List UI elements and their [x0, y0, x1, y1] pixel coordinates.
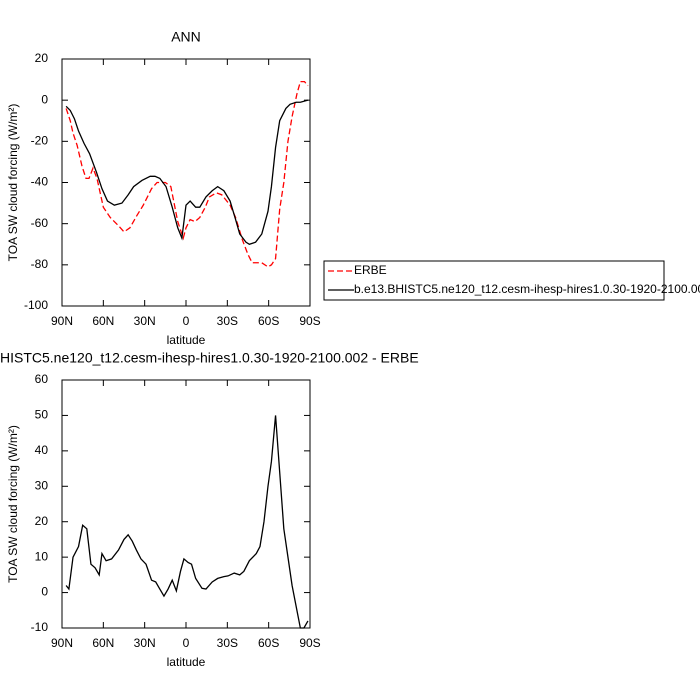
x-axis-label: latitude: [167, 333, 206, 347]
y-tick-label: 40: [35, 443, 49, 457]
data-line: [65, 80, 309, 268]
y-tick-label: -20: [31, 134, 49, 148]
x-tick-label: 30S: [217, 636, 238, 650]
x-tick-label: 30N: [134, 314, 156, 328]
x-tick-label: 90N: [51, 314, 73, 328]
x-tick-label: 90S: [299, 636, 320, 650]
y-tick-label: -40: [31, 175, 49, 189]
y-tick-label: 20: [35, 51, 49, 65]
legend-box: [323, 260, 665, 301]
y-axis-label: TOA SW cloud forcing (W/m²): [6, 104, 20, 262]
y-tick-label: -100: [24, 298, 48, 312]
x-axis-label: latitude: [167, 655, 206, 669]
x-tick-label: 30S: [217, 314, 238, 328]
y-tick-label: 20: [35, 514, 49, 528]
x-tick-label: 60S: [258, 314, 279, 328]
x-tick-label: 0: [183, 636, 190, 650]
x-tick-label: 90N: [51, 636, 73, 650]
y-tick-label: 50: [35, 408, 49, 422]
x-tick-label: 0: [183, 314, 190, 328]
y-tick-label: -10: [31, 620, 49, 634]
y-tick-label: -80: [31, 257, 49, 271]
chart-title: HISTC5.ne120_t12.cesm-ihesp-hires1.0.30-…: [0, 350, 419, 366]
y-tick-label: -60: [31, 216, 49, 230]
plot-frame: [61, 379, 311, 629]
x-tick-label: 30N: [134, 636, 156, 650]
x-tick-label: 60N: [92, 314, 114, 328]
y-axis-label: TOA SW cloud forcing (W/m²): [6, 425, 20, 583]
chart-title: ANN: [171, 29, 201, 45]
x-tick-label: 60N: [92, 636, 114, 650]
data-line: [65, 415, 309, 629]
plot-frame: [61, 58, 311, 307]
legend-label: ERBE: [354, 263, 387, 277]
y-tick-label: 30: [35, 478, 49, 492]
x-tick-label: 60S: [258, 636, 279, 650]
legend-label: b.e13.BHISTC5.ne120_t12.cesm-ihesp-hires…: [354, 282, 700, 296]
y-tick-label: 0: [41, 92, 48, 106]
x-tick-label: 90S: [299, 314, 320, 328]
y-tick-label: 0: [41, 585, 48, 599]
y-tick-label: 60: [35, 372, 49, 386]
data-line: [65, 99, 309, 245]
y-tick-label: 10: [35, 549, 49, 563]
